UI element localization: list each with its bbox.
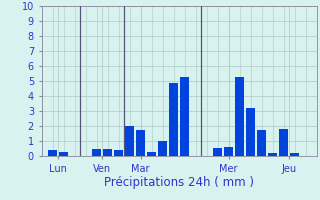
Bar (92, 148, 101, 156)
Bar (268, 153, 277, 156)
Bar (246, 108, 255, 156)
Bar (257, 130, 267, 156)
Bar (147, 152, 156, 156)
Bar (136, 130, 145, 156)
Bar (125, 126, 134, 156)
Bar (180, 76, 189, 156)
Bar (59, 152, 68, 156)
Bar (169, 82, 178, 156)
Bar (224, 147, 233, 156)
Bar (114, 150, 123, 156)
Bar (290, 153, 300, 156)
Bar (213, 148, 222, 156)
Bar (158, 141, 167, 156)
Bar (48, 150, 57, 156)
Bar (279, 129, 288, 156)
Bar (103, 149, 112, 156)
Bar (235, 76, 244, 156)
X-axis label: Précipitations 24h ( mm ): Précipitations 24h ( mm ) (104, 176, 254, 189)
